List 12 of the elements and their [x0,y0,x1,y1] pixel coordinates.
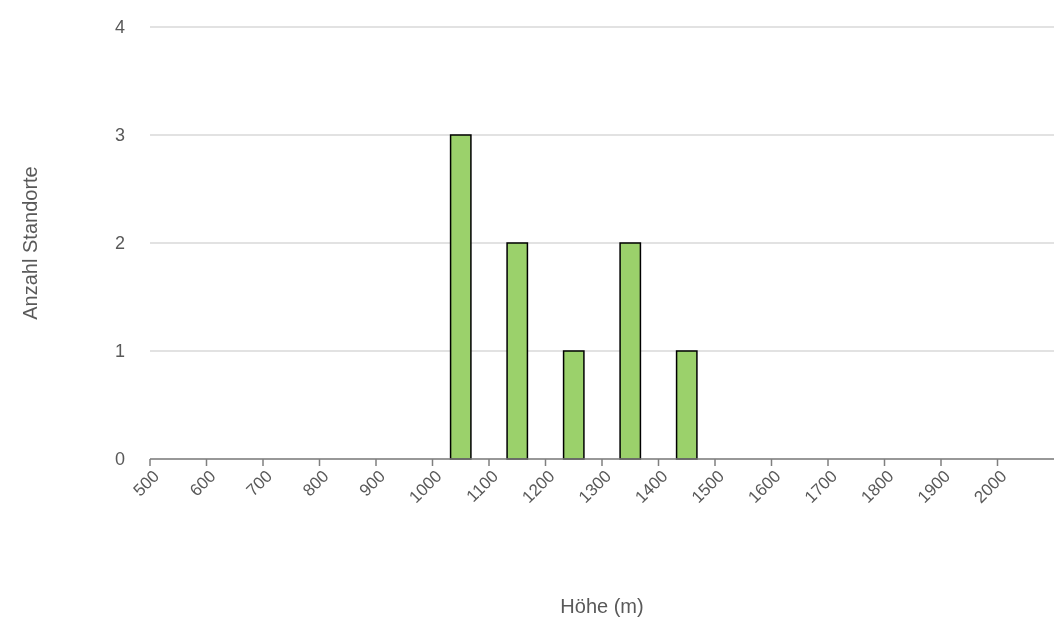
y-tick-label: 1 [114,341,125,362]
y-axis-title: Anzahl Standorte [19,166,41,320]
x-tick-label: 600 [186,466,220,501]
y-tick-label: 0 [114,449,125,470]
x-tick-label: 800 [299,466,333,501]
x-tick-label: 700 [242,466,277,501]
x-tick-label: 900 [355,466,390,501]
x-axis-title: Höhe (m) [560,595,644,617]
y-tick-label: 2 [114,233,125,254]
y-tick-label: 4 [114,17,125,38]
y-tick-label: 3 [114,125,125,146]
x-tick-label: 500 [129,466,164,501]
